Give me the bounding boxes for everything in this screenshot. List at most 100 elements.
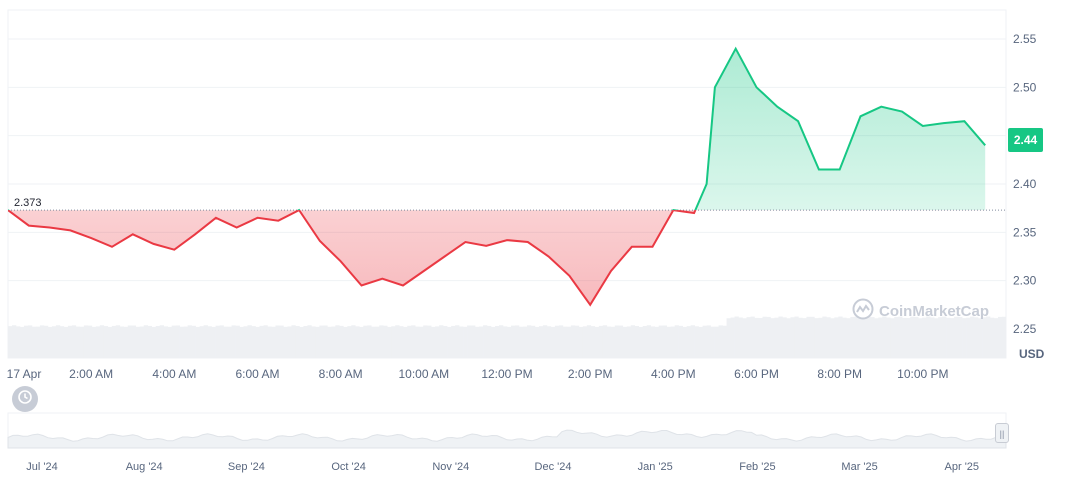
price-areas (8, 48, 986, 305)
navigator-tick-label: Jul '24 (26, 461, 57, 473)
volume-bar (51, 326, 57, 358)
volume-bar (367, 325, 372, 358)
drag-handle-icon[interactable]: || (995, 423, 1009, 443)
y-tick-label: 2.35 (1013, 225, 1037, 239)
volume-bar (271, 326, 276, 358)
volume-bar (826, 317, 831, 358)
volume-bar (8, 326, 13, 358)
volume-bar (491, 326, 496, 358)
volume-bar (762, 316, 767, 358)
watermark-text: CoinMarketCap (879, 302, 990, 320)
volume-bar (191, 325, 196, 358)
volume-bar (914, 316, 919, 358)
volume-bar (15, 326, 21, 358)
volume-bar (666, 326, 671, 358)
current-price-badge: 2.44 (1008, 128, 1043, 152)
volume-bar (622, 326, 628, 358)
volume-bar (778, 316, 783, 358)
volume-bar (974, 317, 979, 358)
volume-bar (842, 317, 847, 358)
volume-bar (35, 326, 41, 358)
volume-bar (710, 326, 715, 358)
volume-bar (91, 326, 97, 358)
volume-bar (343, 326, 348, 358)
volume-bar (642, 325, 648, 358)
volume-bar (650, 326, 656, 358)
volume-bar (391, 326, 396, 358)
volume-bar (211, 326, 216, 358)
volume-bar (930, 317, 935, 358)
x-tick-label: 4:00 PM (651, 367, 696, 381)
volume-bar (255, 326, 260, 358)
watermark: CoinMarketCap (852, 298, 989, 324)
volume-bar (427, 325, 432, 358)
volume-bar (734, 316, 739, 358)
y-axis: 2.552.502.452.402.352.302.25 (1013, 32, 1037, 336)
volume-bar (199, 326, 204, 358)
volume-bar (658, 325, 663, 358)
volume-bar (259, 325, 264, 358)
volume-bar (207, 326, 212, 358)
volume-bar (123, 326, 129, 358)
volume-bar (586, 325, 592, 358)
x-tick-label: 6:00 PM (734, 367, 779, 381)
volume-bar (395, 325, 400, 358)
volume-bar (870, 317, 875, 358)
volume-bar (279, 325, 284, 358)
y-tick-label: 2.50 (1013, 80, 1037, 94)
volume-bar (818, 317, 823, 358)
volume-bar (159, 325, 164, 358)
reference-price-label: 2.373 (14, 197, 42, 209)
volume-bar (998, 316, 1003, 358)
volume-bar (203, 325, 208, 358)
volume-bar (131, 325, 137, 358)
volume-bar (143, 325, 149, 358)
volume-bar (483, 325, 488, 358)
volume-bar (339, 325, 344, 358)
volume-bar (918, 318, 923, 358)
volume-bar (618, 325, 624, 358)
volume-bar (19, 326, 25, 358)
volume-bar (782, 317, 787, 358)
volume-bar (499, 325, 504, 358)
x-tick-label: 4:00 AM (152, 367, 196, 381)
volume-bar (347, 326, 352, 358)
volume-bar (435, 326, 440, 358)
volume-bar (27, 325, 33, 358)
volume-bar (698, 326, 703, 358)
volume-bar (846, 318, 851, 358)
volume-bar (526, 325, 532, 358)
history-button[interactable] (12, 386, 38, 412)
volume-bar (387, 326, 392, 358)
volume-bar (834, 317, 839, 358)
volume-bar (534, 326, 540, 358)
navigator-tick-label: Nov '24 (432, 461, 469, 473)
volume-bar (702, 325, 707, 358)
volume-bar (23, 325, 29, 358)
volume-bar (514, 325, 520, 358)
x-tick-label: 8:00 AM (319, 367, 363, 381)
volume-bar (830, 318, 835, 358)
volume-bar (251, 326, 256, 358)
volume-bar (415, 326, 420, 358)
volume-bar (363, 325, 368, 358)
volume-bar (163, 326, 168, 358)
volume-bar (882, 316, 887, 358)
volume-bar (479, 326, 484, 358)
volume-bar (463, 326, 468, 358)
volume-bar (562, 326, 568, 358)
volume-bar (263, 325, 268, 358)
volume-bar (646, 325, 652, 358)
volume-bar (235, 325, 240, 358)
volume-bar (295, 325, 300, 358)
volume-bar (994, 318, 999, 358)
volume-bar (507, 326, 512, 358)
volume-bar (239, 326, 244, 358)
volume-bar (95, 326, 101, 358)
price-lines (8, 46, 986, 307)
volume-bar (966, 317, 971, 358)
volume-bar (790, 317, 795, 358)
volume-bar (550, 326, 556, 358)
navigator-tick-label: Feb '25 (739, 461, 775, 473)
